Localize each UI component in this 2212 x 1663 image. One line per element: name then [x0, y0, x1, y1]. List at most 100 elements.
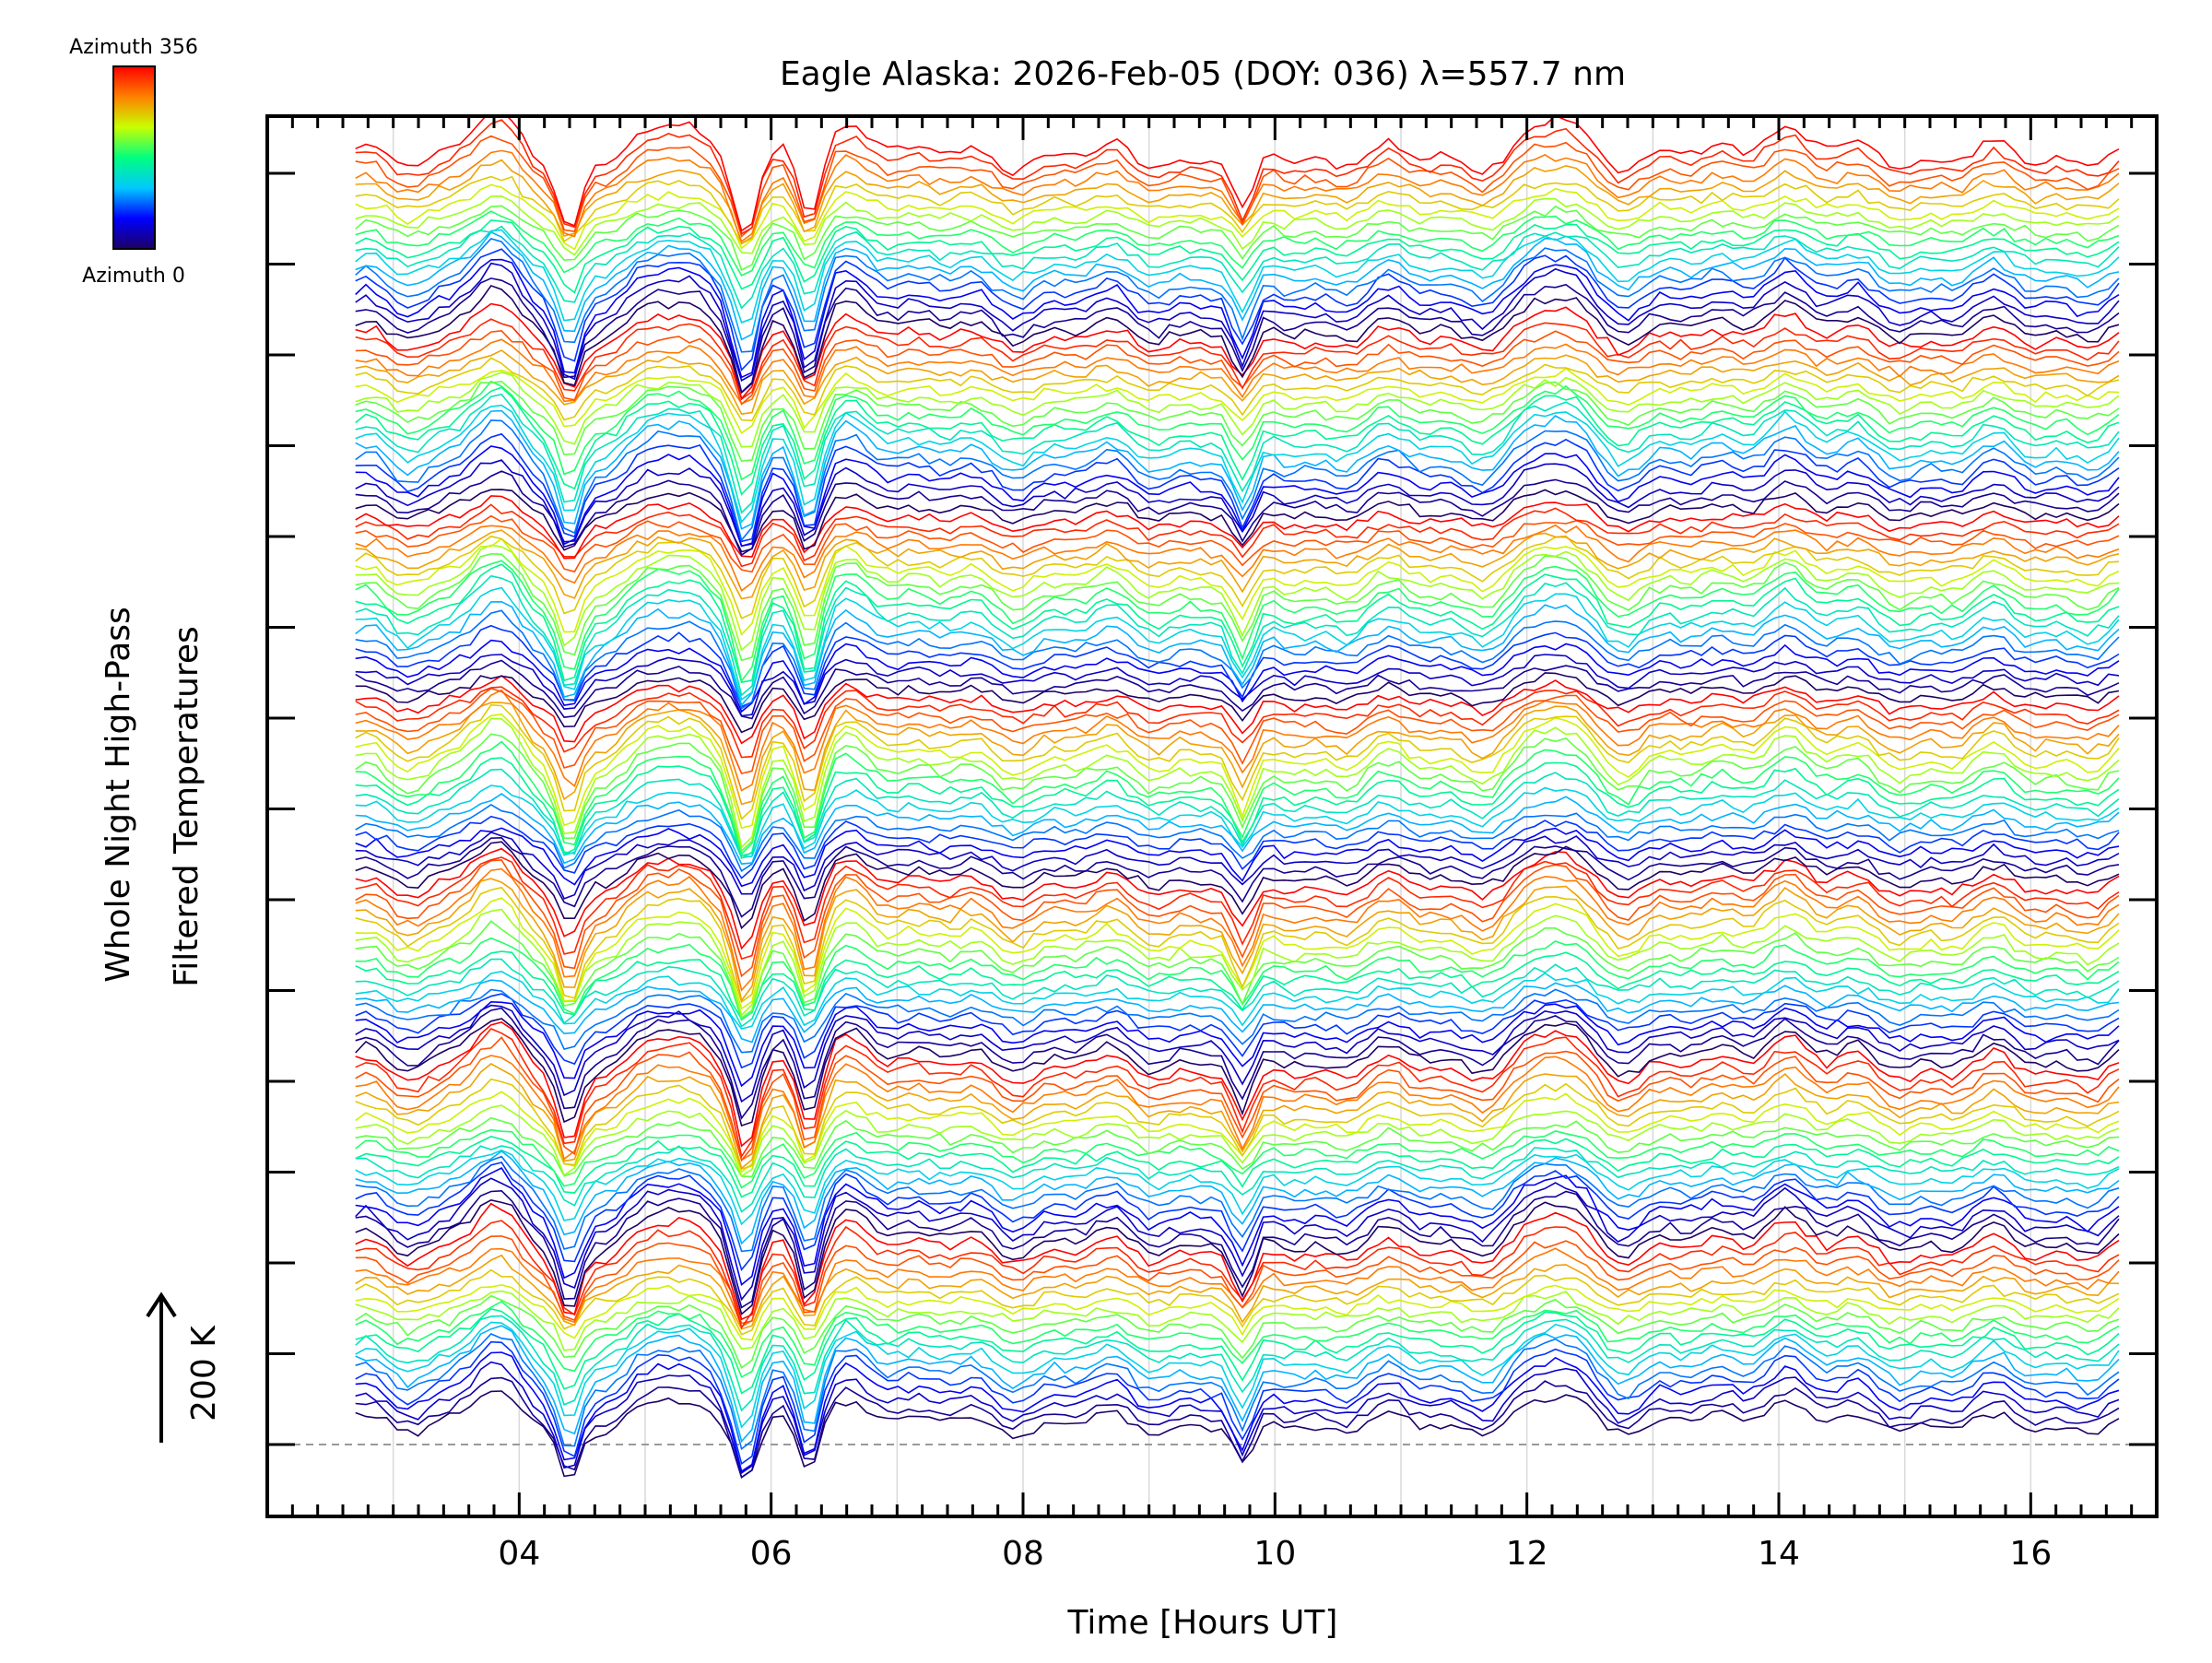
temperature-trace — [355, 1000, 2120, 1088]
temperature-trace — [355, 713, 2120, 830]
temperature-trace — [355, 404, 2120, 524]
temperature-trace — [355, 1351, 2120, 1473]
temperature-trace — [355, 1220, 2120, 1330]
temperature-trace — [355, 563, 2120, 684]
temperature-trace — [355, 988, 2120, 1054]
temperature-trace — [355, 803, 2120, 872]
temperature-trace — [355, 1268, 2120, 1336]
temperature-trace — [355, 1315, 2120, 1412]
temperature-trace — [355, 784, 2120, 859]
temperature-trace — [355, 560, 2120, 683]
temperature-trace — [355, 993, 2120, 1069]
temperature-trace — [355, 1028, 2120, 1159]
plot-frame — [265, 114, 2159, 1518]
temperature-trace — [355, 1235, 2120, 1325]
temperature-trace — [355, 1004, 2120, 1103]
scale-bar-label: 200 K — [185, 1325, 223, 1421]
colorbar-bottom-label: Azimuth 0 — [82, 265, 185, 288]
temperature-trace — [355, 1104, 2120, 1177]
temperature-trace — [355, 419, 2120, 542]
temperature-trace — [355, 1254, 2120, 1330]
temperature-trace — [355, 514, 2120, 573]
temperature-trace — [355, 1036, 2120, 1162]
temperature-trace — [355, 1361, 2120, 1475]
temperature-trace — [355, 229, 2120, 324]
temperature-trace — [355, 380, 2120, 481]
temperature-trace — [355, 372, 2120, 448]
temperature-trace — [355, 1376, 2120, 1479]
temperature-trace — [355, 920, 2120, 1020]
y-axis-label-line1: Whole Night High-Pass — [100, 607, 137, 983]
temperature-trace — [355, 225, 2120, 310]
temperature-trace — [355, 1162, 2120, 1271]
temperature-trace — [355, 1018, 2120, 1127]
temperature-trace — [355, 248, 2120, 372]
temperature-trace — [355, 687, 2120, 775]
temperature-trace — [355, 867, 2120, 992]
temperature-trace — [355, 230, 2120, 341]
temperature-trace — [355, 586, 2120, 702]
temperature-trace — [355, 1149, 2120, 1226]
x-tick-label: 06 — [750, 1535, 793, 1573]
temperature-trace — [355, 1283, 2120, 1341]
temperature-trace — [355, 733, 2120, 853]
temperature-trace — [355, 1177, 2120, 1302]
scale-bar: 200 K — [146, 1291, 223, 1443]
temperature-trace — [355, 1321, 2120, 1429]
temperature-trace — [355, 1021, 2120, 1148]
temperature-trace — [355, 836, 2120, 918]
temperature-trace — [355, 318, 2120, 401]
temperature-trace — [355, 367, 2120, 434]
temperature-trace — [355, 689, 2120, 792]
x-axis-label: Time [Hours UT] — [1067, 1604, 1338, 1642]
temperature-trace — [355, 175, 2120, 245]
temperature-trace — [355, 524, 2120, 592]
temperature-trace — [355, 329, 2120, 406]
temperature-trace — [355, 757, 2120, 860]
temperature-trace — [355, 958, 2120, 1028]
temperature-trace — [355, 459, 2120, 548]
temperature-trace — [355, 1300, 2120, 1378]
temperature-trace — [355, 195, 2120, 256]
temperature-trace — [355, 950, 2120, 1020]
temperature-trace — [355, 394, 2120, 514]
x-tick-label: 14 — [1758, 1535, 1800, 1573]
temperature-trace — [355, 1198, 2120, 1315]
x-tick-label: 08 — [1002, 1535, 1044, 1573]
temperature-trace — [355, 432, 2120, 543]
temperature-trace — [355, 609, 2120, 710]
x-tick-label: 04 — [498, 1535, 540, 1573]
temperature-trace — [355, 624, 2120, 708]
temperature-trace — [355, 1325, 2120, 1444]
temperature-trace — [355, 284, 2120, 395]
x-tick-label: 10 — [1253, 1535, 1296, 1573]
temperature-trace — [355, 159, 2120, 245]
temperature-trace — [355, 1294, 2120, 1370]
temperature-trace — [355, 445, 2120, 548]
scale-arrow-head-icon — [146, 1291, 177, 1318]
temperature-trace — [355, 886, 2120, 1004]
temperature-trace — [355, 1128, 2120, 1189]
temperature-trace — [355, 878, 2120, 1003]
temperature-trace — [355, 672, 2120, 734]
temperature-trace — [355, 552, 2120, 662]
temperature-trace — [355, 1007, 2120, 1120]
temperature-trace — [355, 908, 2120, 1017]
temperature-trace — [355, 205, 2120, 272]
temperature-trace — [355, 386, 2120, 496]
temperature-trace — [355, 1116, 2120, 1178]
temperature-trace — [355, 827, 2120, 888]
temperature-trace — [355, 409, 2120, 530]
temperature-trace — [355, 503, 2120, 568]
temperature-trace — [355, 832, 2120, 900]
temperature-trace — [355, 793, 2120, 865]
temperature-trace — [355, 856, 2120, 961]
azimuth-colorbar: Azimuth 356 Azimuth 0 — [69, 36, 198, 288]
temperature-trace — [355, 183, 2120, 251]
x-tick-label: 16 — [2009, 1535, 2052, 1573]
temperature-trace — [355, 1091, 2120, 1174]
temperature-trace — [355, 1189, 2120, 1309]
temperature-trace — [355, 768, 2120, 857]
